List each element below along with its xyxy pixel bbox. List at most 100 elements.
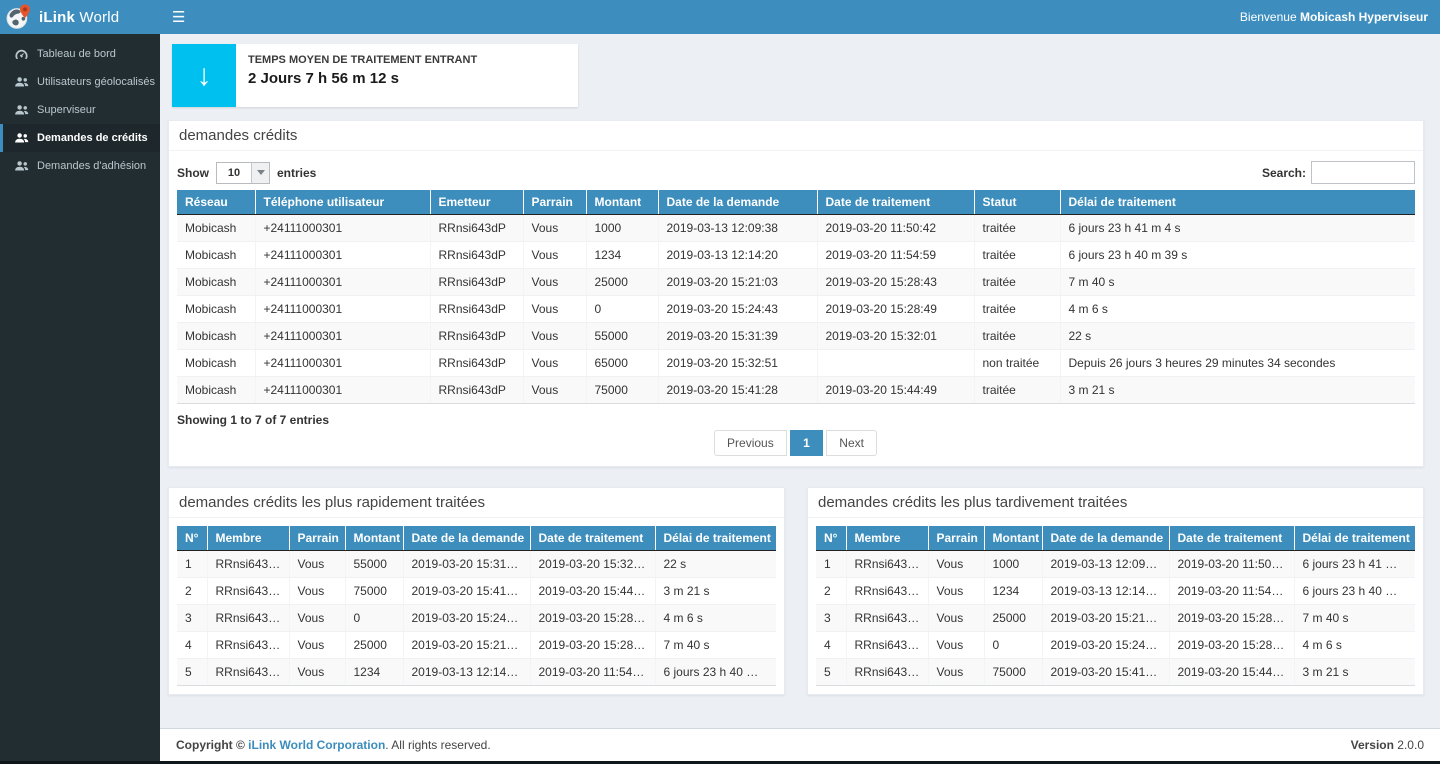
column-header[interactable]: Statut bbox=[973, 190, 1060, 215]
column-header[interactable]: Parrain bbox=[288, 526, 345, 551]
table-row: Mobicash +24111000301 RRnsi643dP Vous 1234 20… bbox=[177, 241, 1415, 269]
table-cell: Vous bbox=[928, 604, 985, 632]
column-header[interactable]: Date de traitement bbox=[1168, 526, 1294, 551]
page-length-control: Show 10 entries bbox=[177, 161, 316, 184]
welcome-message: Bienvenue Mobicash Hyperviseur bbox=[1239, 10, 1428, 24]
datatable-controls: Show 10 entries Search: bbox=[177, 161, 1415, 184]
column-header[interactable]: Montant bbox=[983, 526, 1042, 551]
table-cell: Vous bbox=[928, 631, 985, 659]
table-cell: 2019-03-20 15:31:39 bbox=[403, 550, 531, 578]
table-row: Mobicash +24111000301 RRnsi643dP Vous 75000 2… bbox=[177, 376, 1415, 404]
sidebar-item-utilisateurs-geolocalises[interactable]: Utilisateurs géolocalisés bbox=[0, 68, 160, 96]
table-cell: Mobicash bbox=[177, 241, 256, 269]
table-row: 2 RRnsi643dP Vous 1234 2019-03-13 12:14:20 20… bbox=[816, 577, 1415, 605]
table-cell: 6 jours 23 h 40 m 39 s bbox=[655, 658, 776, 686]
table-cell: 2019-03-20 15:21:03 bbox=[1042, 604, 1170, 632]
table-cell: 25000 bbox=[984, 604, 1043, 632]
table-cell: Vous bbox=[523, 295, 587, 323]
table-cell: RRnsi643dP bbox=[430, 268, 524, 296]
column-header[interactable]: Date de la demande bbox=[1041, 526, 1169, 551]
credits-table: Réseau Téléphone utilisateur Emetteur Parra… bbox=[177, 190, 1415, 404]
table-cell: Vous bbox=[523, 268, 587, 296]
table-cell: 25000 bbox=[586, 268, 659, 296]
company-link[interactable]: iLink World Corporation bbox=[248, 738, 386, 752]
table-cell: Vous bbox=[523, 214, 587, 242]
table-cell: 2019-03-20 15:32:51 bbox=[658, 349, 818, 377]
page-1-button[interactable]: 1 bbox=[790, 430, 823, 456]
column-header[interactable]: Téléphone utilisateur bbox=[254, 190, 430, 215]
table-cell: Vous bbox=[523, 241, 587, 269]
table-row: Mobicash +24111000301 RRnsi643dP Vous 0 2019-… bbox=[177, 295, 1415, 323]
sidebar-item-superviseur[interactable]: Superviseur bbox=[0, 96, 160, 124]
table-cell: RRnsi643dP bbox=[430, 295, 524, 323]
column-header[interactable]: Emetteur bbox=[429, 190, 523, 215]
table-cell: Mobicash bbox=[177, 295, 256, 323]
table-cell: 2019-03-13 12:09:38 bbox=[658, 214, 818, 242]
table-row: Mobicash +24111000301 RRnsi643dP Vous 65000 2… bbox=[177, 349, 1415, 377]
column-header[interactable]: Réseau bbox=[177, 190, 255, 215]
table-cell: 4 m 6 s bbox=[1060, 295, 1415, 323]
table-cell: RRnsi643dP bbox=[207, 550, 290, 578]
table-cell: RRnsi643dP bbox=[846, 604, 929, 632]
table-row: 3 RRnsi643dP Vous 0 2019-03-20 15:24:43 2019-… bbox=[177, 604, 776, 632]
table-row: 5 RRnsi643dP Vous 75000 2019-03-20 15:41:28 2… bbox=[816, 658, 1415, 686]
table-cell: +24111000301 bbox=[255, 295, 431, 323]
column-header[interactable]: Parrain bbox=[522, 190, 586, 215]
column-header[interactable]: Membre bbox=[206, 526, 289, 551]
sidebar-item-label: Tableau de bord bbox=[37, 48, 116, 60]
arrow-down-icon: ↓ bbox=[172, 44, 236, 107]
table-cell: Mobicash bbox=[177, 268, 256, 296]
table-cell: 1 bbox=[816, 550, 847, 578]
sidebar: iLink World Tableau de bord Utilisateurs… bbox=[0, 0, 160, 764]
table-row: 3 RRnsi643dP Vous 25000 2019-03-20 15:21:03 2… bbox=[816, 604, 1415, 632]
page-length-select[interactable]: 10 bbox=[216, 161, 270, 184]
column-header[interactable]: Date de traitement bbox=[816, 190, 974, 215]
sidebar-toggle-icon[interactable]: ☰ bbox=[172, 8, 186, 26]
sidebar-item-demandes-adhesion[interactable]: Demandes d'adhésion bbox=[0, 152, 160, 180]
column-header[interactable]: Délai de traitement bbox=[1059, 190, 1415, 215]
avg-processing-time-card: ↓ TEMPS MOYEN DE TRAITEMENT ENTRANT 2 Jo… bbox=[172, 44, 578, 107]
column-header[interactable]: Date de la demande bbox=[657, 190, 817, 215]
table-cell: Depuis 26 jours 3 heures 29 minutes 34 s… bbox=[1060, 349, 1415, 377]
table-cell: 1234 bbox=[586, 241, 659, 269]
previous-page-button[interactable]: Previous bbox=[714, 430, 787, 456]
stat-value: 2 Jours 7 h 56 m 12 s bbox=[248, 70, 399, 87]
table-cell: 5 bbox=[177, 658, 208, 686]
table-cell: 2019-03-20 15:32:01 bbox=[530, 550, 656, 578]
brand-logo[interactable]: iLink World bbox=[0, 0, 160, 34]
copyright-text: Copyright © iLink World Corporation. All… bbox=[176, 738, 491, 752]
next-page-button[interactable]: Next bbox=[826, 430, 877, 456]
table-cell: 55000 bbox=[345, 550, 404, 578]
column-header[interactable]: Délai de traitement bbox=[1293, 526, 1415, 551]
table-cell: Vous bbox=[289, 631, 346, 659]
search-input[interactable] bbox=[1311, 161, 1415, 184]
table-cell: 2019-03-20 15:32:01 bbox=[817, 322, 975, 350]
sidebar-item-demandes-de-credits[interactable]: Demandes de crédits bbox=[0, 124, 160, 152]
column-header[interactable]: Membre bbox=[845, 526, 928, 551]
sidebar-item-tableau-de-bord[interactable]: Tableau de bord bbox=[0, 40, 160, 68]
column-header[interactable]: Montant bbox=[344, 526, 403, 551]
column-header[interactable]: Délai de traitement bbox=[654, 526, 776, 551]
table-row: Mobicash +24111000301 RRnsi643dP Vous 55000 2… bbox=[177, 322, 1415, 350]
column-header[interactable]: Date de la demande bbox=[402, 526, 530, 551]
table-cell: Vous bbox=[928, 550, 985, 578]
table-cell: 22 s bbox=[1060, 322, 1415, 350]
table-cell: +24111000301 bbox=[255, 214, 431, 242]
column-header[interactable]: Montant bbox=[585, 190, 658, 215]
column-header[interactable]: N° bbox=[177, 526, 207, 551]
table-cell: 2019-03-20 11:50:42 bbox=[817, 214, 975, 242]
main-area: ☰ Bienvenue Mobicash Hyperviseur ↓ TEMPS… bbox=[160, 0, 1440, 764]
table-cell: RRnsi643dP bbox=[207, 604, 290, 632]
table-cell: 1000 bbox=[586, 214, 659, 242]
column-header[interactable]: Parrain bbox=[927, 526, 984, 551]
dashboard-icon bbox=[14, 48, 29, 60]
table-cell: RRnsi643dP bbox=[430, 214, 524, 242]
users-icon bbox=[14, 76, 29, 88]
table-cell: 1234 bbox=[345, 658, 404, 686]
column-header[interactable]: Date de traitement bbox=[529, 526, 655, 551]
table-cell: Vous bbox=[289, 577, 346, 605]
table-cell: +24111000301 bbox=[255, 349, 431, 377]
table-cell: RRnsi643dP bbox=[430, 349, 524, 377]
column-header[interactable]: N° bbox=[816, 526, 846, 551]
table-cell: 2019-03-20 11:50:42 bbox=[1169, 550, 1295, 578]
